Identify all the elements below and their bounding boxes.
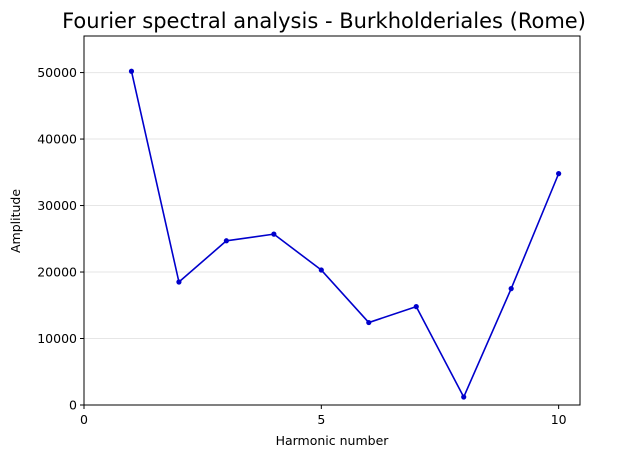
data-point: [556, 171, 562, 177]
x-axis-label: Harmonic number: [276, 433, 390, 448]
data-point: [176, 279, 182, 285]
data-point: [271, 231, 277, 237]
data-point: [366, 319, 372, 326]
y-tick-label: 20000: [37, 265, 77, 280]
y-axis-ticks: 0 10000 20000 30000 40000 50000: [37, 65, 84, 413]
y-tick-label: 10000: [37, 331, 77, 346]
series-line-path: [130, 71, 560, 398]
x-tick-label: 10: [551, 412, 567, 427]
data-points: [128, 68, 562, 400]
chart-title: Fourier spectral analysis - Burkholderia…: [62, 9, 586, 33]
grid-lines: [84, 72, 580, 406]
data-point: [508, 286, 514, 292]
series-line: [130, 71, 560, 398]
y-tick-label: 0: [69, 398, 77, 413]
x-axis-ticks: 0 5 10: [80, 405, 567, 427]
data-point: [223, 238, 229, 244]
y-tick-label: 40000: [37, 132, 77, 147]
data-point: [413, 304, 419, 310]
x-tick-label: 5: [317, 412, 325, 427]
y-tick-label: 30000: [37, 198, 77, 213]
data-point: [128, 68, 135, 74]
y-axis-label: Amplitude: [8, 189, 23, 253]
data-point: [318, 267, 324, 273]
plot-frame: [83, 35, 581, 406]
x-tick-label: 0: [80, 412, 88, 427]
data-point: [461, 394, 467, 400]
y-tick-label: 50000: [37, 65, 77, 80]
